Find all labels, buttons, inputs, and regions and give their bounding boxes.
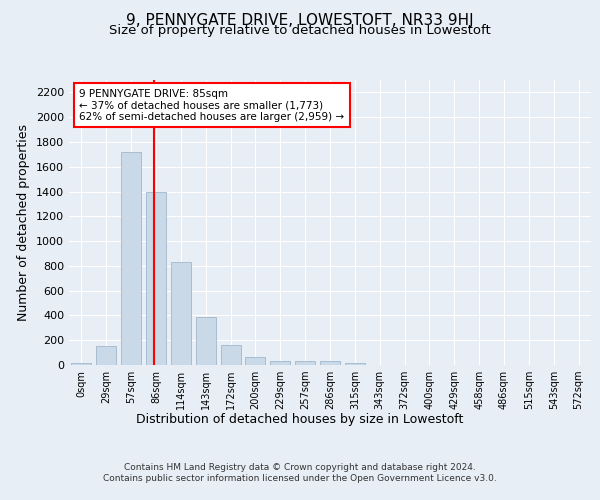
Bar (345, 363, 365, 365)
Bar (320, 362, 340, 365)
Bar (271, 360, 290, 365)
Bar (71, 363, 91, 365)
Bar (245, 357, 265, 365)
Bar (97, 346, 116, 365)
Bar (121, 152, 141, 365)
Text: Contains HM Land Registry data © Crown copyright and database right 2024.: Contains HM Land Registry data © Crown c… (124, 462, 476, 471)
Text: Distribution of detached houses by size in Lowestoft: Distribution of detached houses by size … (136, 412, 464, 426)
Bar (295, 362, 315, 365)
Bar (171, 262, 191, 365)
Y-axis label: Number of detached properties: Number of detached properties (17, 124, 31, 321)
Bar (146, 192, 166, 365)
Text: Size of property relative to detached houses in Lowestoft: Size of property relative to detached ho… (109, 24, 491, 37)
Text: 9 PENNYGATE DRIVE: 85sqm
← 37% of detached houses are smaller (1,773)
62% of sem: 9 PENNYGATE DRIVE: 85sqm ← 37% of detach… (79, 88, 344, 122)
Bar (196, 318, 215, 365)
Bar (221, 344, 241, 365)
Text: Contains public sector information licensed under the Open Government Licence v3: Contains public sector information licen… (103, 474, 497, 483)
Text: 9, PENNYGATE DRIVE, LOWESTOFT, NR33 9HJ: 9, PENNYGATE DRIVE, LOWESTOFT, NR33 9HJ (126, 12, 474, 28)
